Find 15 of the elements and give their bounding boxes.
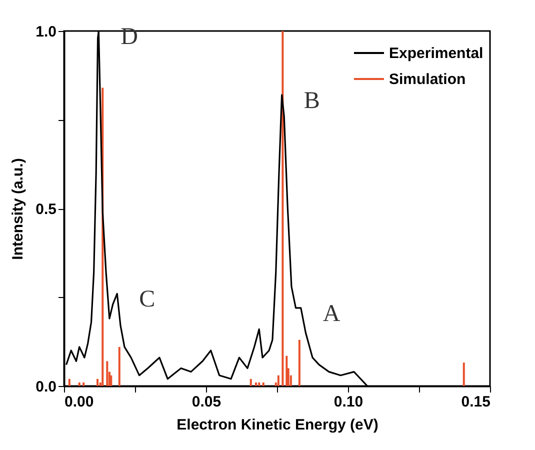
legend-label: Experimental <box>389 45 484 62</box>
x-tick-label: 0.10 <box>334 394 364 410</box>
x-tick-label: 0.00 <box>64 394 94 410</box>
x-axis-title: Electron Kinetic Energy (eV) <box>176 416 378 434</box>
y-axis-title: Intensity (a.u.) <box>10 158 27 260</box>
y-tick-label: 0.0 <box>36 378 56 396</box>
x-tick-label: 0.05 <box>192 394 222 410</box>
y-tick-label: 1.0 <box>36 24 56 40</box>
x-tick-label: 0.15 <box>461 394 490 410</box>
annotation: A <box>322 300 341 327</box>
annotation: B <box>304 88 320 114</box>
legend-label: Simulation <box>389 71 466 88</box>
annotation: D <box>120 24 138 50</box>
annotation: C <box>139 286 156 313</box>
y-tick-label: 0.5 <box>36 201 56 218</box>
